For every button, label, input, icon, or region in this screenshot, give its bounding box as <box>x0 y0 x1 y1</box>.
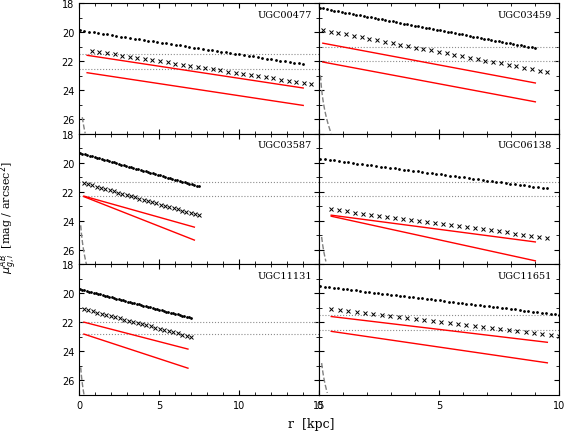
Text: UGC03587: UGC03587 <box>258 141 312 150</box>
Text: UGC06138: UGC06138 <box>498 141 552 150</box>
Text: UGC11651: UGC11651 <box>498 271 552 280</box>
Text: $\mu_{g,i}^{AB}$  [mag / arcsec$^{2}$]: $\mu_{g,i}^{AB}$ [mag / arcsec$^{2}$] <box>0 161 20 273</box>
Text: UGC11131: UGC11131 <box>258 271 312 280</box>
Text: UGC03459: UGC03459 <box>498 11 552 20</box>
Text: r  [kpc]: r [kpc] <box>288 417 334 430</box>
Text: UGC00477: UGC00477 <box>258 11 312 20</box>
